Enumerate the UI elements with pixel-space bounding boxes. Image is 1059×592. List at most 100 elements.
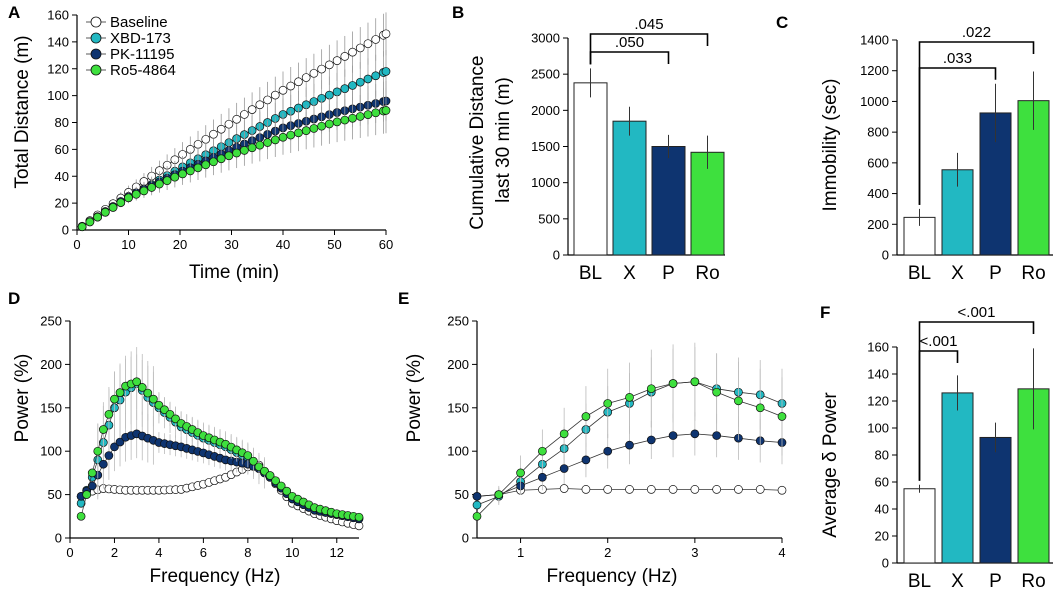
data-point — [301, 126, 311, 135]
data-point — [332, 87, 342, 97]
bar — [573, 82, 608, 256]
panel-c-y-tick-label: 600 — [867, 155, 889, 170]
panel-d-x-tick-label: 6 — [200, 545, 207, 560]
panel-b-y-axis-label: Cumulative Distance last 30 min (m) — [467, 50, 514, 230]
panel-e-x-tick-label: 3 — [691, 545, 698, 560]
data-point — [276, 481, 286, 491]
significance-bracket — [589, 51, 670, 65]
bar — [1017, 388, 1050, 564]
panel-d-y-tick-label: 150 — [40, 400, 62, 415]
data-point — [278, 132, 288, 142]
panel-a: A Total Distance (m) Time (min) 0 20 40 60 8… — [8, 3, 393, 283]
data-point — [581, 412, 591, 421]
panel-b-plot: 0 500 1000 1500 2000 2500 3000 BL X P Ro .050.045 — [531, 16, 725, 284]
data-point — [581, 485, 591, 494]
data-point — [98, 459, 108, 469]
series-baseline — [76, 460, 364, 531]
data-point — [232, 148, 241, 158]
data-point — [734, 485, 743, 494]
data-point — [286, 81, 296, 91]
data-point — [755, 403, 765, 413]
panel-d: D Power (%) Frequency (Hz) 0501001502002… — [8, 289, 364, 587]
legend-label: PK-11195 — [110, 46, 175, 63]
panel-d-y-axis-label: Power (%) — [12, 354, 33, 443]
data-point — [193, 163, 203, 173]
data-point — [538, 446, 547, 456]
data-point — [325, 60, 334, 70]
data-point — [137, 383, 147, 392]
data-point — [255, 140, 265, 150]
data-point — [224, 119, 234, 129]
data-point — [301, 73, 311, 82]
data-point — [124, 193, 133, 203]
data-point — [668, 379, 678, 388]
data-point — [332, 56, 342, 65]
data-point — [278, 85, 288, 95]
data-point — [348, 81, 357, 90]
data-point — [77, 222, 87, 232]
p-value-label: .050 — [615, 34, 644, 51]
data-point — [355, 112, 365, 121]
p-value-label: <.001 — [958, 304, 996, 321]
data-point — [271, 476, 280, 486]
data-point — [317, 121, 326, 131]
panel-b-y-tick-label: 1500 — [531, 139, 560, 154]
data-point — [247, 143, 257, 153]
category-label: P — [989, 263, 1002, 284]
panel-e-x-tick-label: 4 — [778, 545, 785, 560]
panel-c-label: C — [776, 13, 788, 32]
data-point — [381, 67, 391, 76]
data-point — [178, 169, 187, 179]
data-point — [104, 451, 114, 460]
data-point — [340, 84, 350, 93]
p-value-label: .022 — [962, 24, 991, 41]
panel-d-x-tick-label: 10 — [285, 545, 299, 560]
panel-c: C Immobility (sec) 0 200 400 600 800 1000 1200… — [776, 13, 1053, 284]
data-point — [354, 512, 364, 522]
data-point — [340, 52, 350, 61]
data-point — [149, 394, 158, 404]
panel-f: F Average δ Power 0 20 40 60 80 100 120 140 160 B… — [820, 303, 1053, 592]
panel-a-y-axis-label: Total Distance (m) — [12, 35, 33, 188]
data-point — [755, 485, 765, 494]
panel-f-plot: 0 20 40 60 80 100 120 140 160 BL X P Ro <.001<.001 — [867, 304, 1053, 592]
data-point — [317, 64, 326, 74]
panel-d-y-tick-label: 50 — [48, 487, 62, 502]
panel-b-y-tick-label: 500 — [538, 211, 560, 226]
panel-a-y-tick-label: 0 — [62, 223, 69, 238]
panel-a-x-tick-label: 60 — [379, 237, 393, 252]
panel-b: B Cumulative Distance last 30 min (m) 0 5… — [452, 3, 725, 284]
panel-f-y-tick-label: 20 — [875, 529, 889, 544]
panel-a-y-tick-label: 120 — [47, 61, 69, 76]
category-label: BL — [908, 263, 931, 284]
data-point — [363, 74, 373, 84]
data-point — [270, 135, 280, 145]
data-point — [115, 388, 125, 397]
category-label: X — [623, 263, 636, 284]
legend-marker — [90, 64, 102, 76]
panel-c-y-tick-label: 200 — [867, 217, 889, 232]
data-point — [265, 471, 275, 480]
data-point — [355, 77, 365, 87]
legend-marker — [90, 32, 102, 44]
panel-f-y-tick-label: 100 — [867, 421, 889, 436]
data-point — [154, 400, 164, 410]
data-point — [87, 468, 97, 478]
data-point — [132, 377, 142, 387]
data-point — [371, 108, 381, 118]
data-point — [263, 138, 272, 147]
data-point — [777, 485, 787, 495]
data-point — [603, 399, 613, 408]
data-point — [104, 409, 114, 419]
data-point — [309, 68, 319, 78]
p-value-label: .033 — [943, 50, 972, 67]
data-point — [162, 176, 172, 185]
category-label: BL — [908, 571, 931, 592]
data-point — [363, 110, 373, 119]
data-point — [155, 179, 164, 189]
panel-f-y-tick-label: 0 — [882, 556, 889, 571]
significance-bracket — [918, 41, 1035, 205]
data-point — [240, 110, 249, 119]
